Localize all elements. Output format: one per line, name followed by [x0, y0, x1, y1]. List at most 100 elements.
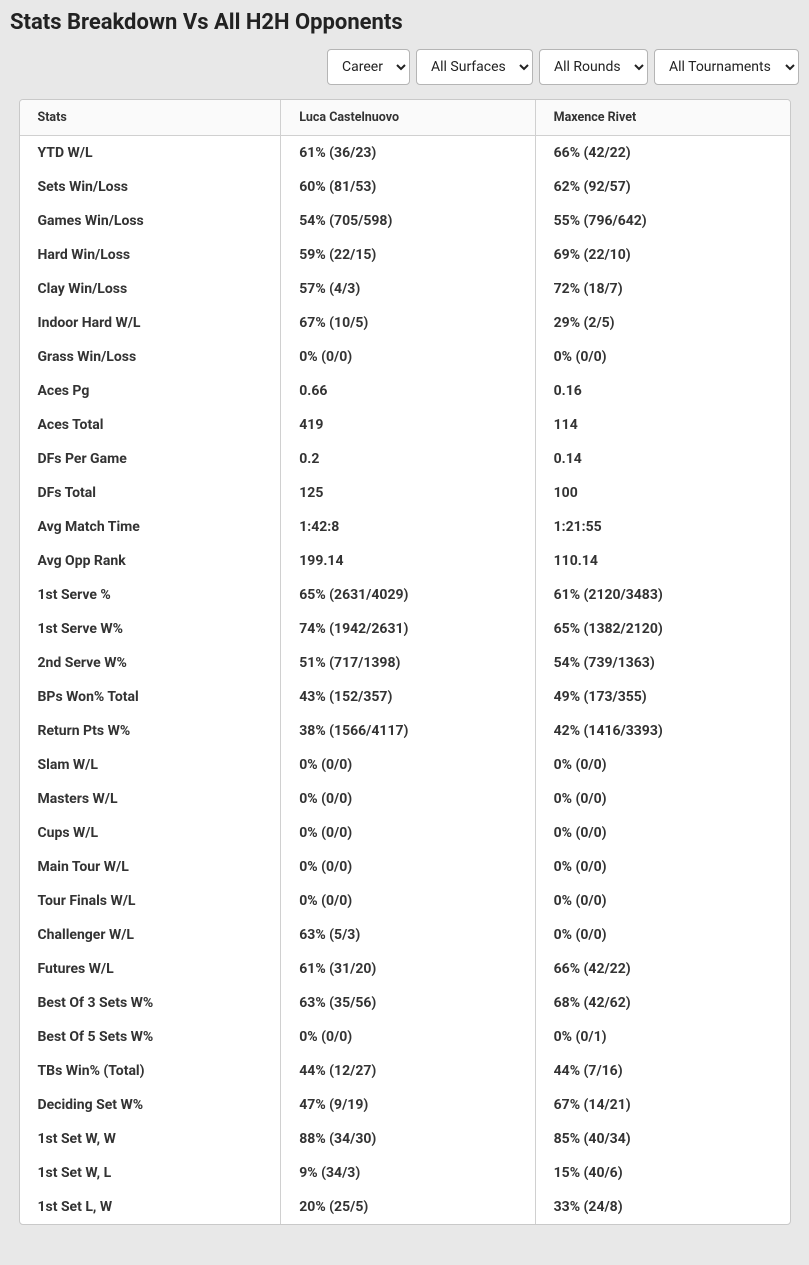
- player1-value-cell: 63% (35/56): [281, 986, 535, 1020]
- table-row: Avg Match Time1:42:81:21:55: [20, 510, 790, 544]
- player1-value-cell: 47% (9/19): [281, 1088, 535, 1122]
- stat-label-cell: Deciding Set W%: [20, 1088, 281, 1122]
- table-row: Aces Pg0.660.16: [20, 374, 790, 408]
- page-title: Stats Breakdown Vs All H2H Opponents: [10, 10, 799, 35]
- round-select[interactable]: All Rounds: [539, 49, 648, 85]
- stat-label-cell: Aces Pg: [20, 374, 281, 408]
- table-row: Best Of 5 Sets W%0% (0/0)0% (0/1): [20, 1020, 790, 1054]
- player1-value-cell: 88% (34/30): [281, 1122, 535, 1156]
- stat-label-cell: Aces Total: [20, 408, 281, 442]
- player1-value-cell: 0% (0/0): [281, 850, 535, 884]
- player1-value-cell: 61% (36/23): [281, 136, 535, 171]
- table-row: Sets Win/Loss60% (81/53)62% (92/57): [20, 170, 790, 204]
- table-row: Slam W/L0% (0/0)0% (0/0): [20, 748, 790, 782]
- table-row: Futures W/L61% (31/20)66% (42/22): [20, 952, 790, 986]
- player1-value-cell: 38% (1566/4117): [281, 714, 535, 748]
- player1-value-cell: 199.14: [281, 544, 535, 578]
- stat-label-cell: Main Tour W/L: [20, 850, 281, 884]
- stat-label-cell: Best Of 3 Sets W%: [20, 986, 281, 1020]
- table-row: Hard Win/Loss59% (22/15)69% (22/10): [20, 238, 790, 272]
- player2-value-cell: 0% (0/0): [535, 782, 789, 816]
- stats-table-card: Stats Luca Castelnuovo Maxence Rivet YTD…: [19, 99, 791, 1225]
- player2-value-cell: 0% (0/0): [535, 340, 789, 374]
- table-row: DFs Per Game0.20.14: [20, 442, 790, 476]
- player2-value-cell: 0% (0/1): [535, 1020, 789, 1054]
- stat-label-cell: 1st Serve %: [20, 578, 281, 612]
- player1-value-cell: 61% (31/20): [281, 952, 535, 986]
- tournament-select[interactable]: All Tournaments: [654, 49, 799, 85]
- table-row: Grass Win/Loss0% (0/0)0% (0/0): [20, 340, 790, 374]
- player1-value-cell: 0% (0/0): [281, 816, 535, 850]
- player1-value-cell: 54% (705/598): [281, 204, 535, 238]
- player1-value-cell: 419: [281, 408, 535, 442]
- player2-value-cell: 66% (42/22): [535, 952, 789, 986]
- player2-value-cell: 49% (173/355): [535, 680, 789, 714]
- table-row: Return Pts W%38% (1566/4117)42% (1416/33…: [20, 714, 790, 748]
- player1-value-cell: 44% (12/27): [281, 1054, 535, 1088]
- player2-value-cell: 100: [535, 476, 789, 510]
- player1-value-cell: 74% (1942/2631): [281, 612, 535, 646]
- stat-label-cell: BPs Won% Total: [20, 680, 281, 714]
- player2-value-cell: 110.14: [535, 544, 789, 578]
- player1-value-cell: 0% (0/0): [281, 748, 535, 782]
- player1-value-cell: 20% (25/5): [281, 1190, 535, 1224]
- stat-label-cell: 2nd Serve W%: [20, 646, 281, 680]
- player1-value-cell: 125: [281, 476, 535, 510]
- stat-label-cell: DFs Per Game: [20, 442, 281, 476]
- stat-label-cell: Futures W/L: [20, 952, 281, 986]
- table-row: Best Of 3 Sets W%63% (35/56)68% (42/62): [20, 986, 790, 1020]
- table-row: 1st Serve W%74% (1942/2631)65% (1382/212…: [20, 612, 790, 646]
- player1-value-cell: 0% (0/0): [281, 884, 535, 918]
- filter-bar: Career All Surfaces All Rounds All Tourn…: [10, 49, 799, 85]
- player2-value-cell: 29% (2/5): [535, 306, 789, 340]
- stat-label-cell: Sets Win/Loss: [20, 170, 281, 204]
- player1-value-cell: 59% (22/15): [281, 238, 535, 272]
- surface-select[interactable]: All Surfaces: [416, 49, 533, 85]
- stat-label-cell: 1st Set W, W: [20, 1122, 281, 1156]
- stat-label-cell: YTD W/L: [20, 136, 281, 171]
- stat-label-cell: Games Win/Loss: [20, 204, 281, 238]
- stat-label-cell: Clay Win/Loss: [20, 272, 281, 306]
- stat-label-cell: DFs Total: [20, 476, 281, 510]
- stat-label-cell: 1st Set L, W: [20, 1190, 281, 1224]
- table-row: Clay Win/Loss57% (4/3)72% (18/7): [20, 272, 790, 306]
- col-header-player1: Luca Castelnuovo: [281, 100, 535, 136]
- stats-table: Stats Luca Castelnuovo Maxence Rivet YTD…: [20, 100, 790, 1224]
- stat-label-cell: Cups W/L: [20, 816, 281, 850]
- player2-value-cell: 55% (796/642): [535, 204, 789, 238]
- player2-value-cell: 1:21:55: [535, 510, 789, 544]
- table-row: YTD W/L61% (36/23)66% (42/22): [20, 136, 790, 171]
- table-row: Deciding Set W%47% (9/19)67% (14/21): [20, 1088, 790, 1122]
- period-select[interactable]: Career: [327, 49, 410, 85]
- player1-value-cell: 0.66: [281, 374, 535, 408]
- player2-value-cell: 62% (92/57): [535, 170, 789, 204]
- stat-label-cell: Challenger W/L: [20, 918, 281, 952]
- player2-value-cell: 85% (40/34): [535, 1122, 789, 1156]
- player1-value-cell: 0.2: [281, 442, 535, 476]
- table-row: BPs Won% Total43% (152/357)49% (173/355): [20, 680, 790, 714]
- table-row: TBs Win% (Total)44% (12/27)44% (7/16): [20, 1054, 790, 1088]
- table-row: Masters W/L0% (0/0)0% (0/0): [20, 782, 790, 816]
- stat-label-cell: Tour Finals W/L: [20, 884, 281, 918]
- table-row: 2nd Serve W%51% (717/1398)54% (739/1363): [20, 646, 790, 680]
- player2-value-cell: 65% (1382/2120): [535, 612, 789, 646]
- player1-value-cell: 51% (717/1398): [281, 646, 535, 680]
- player2-value-cell: 44% (7/16): [535, 1054, 789, 1088]
- stat-label-cell: Grass Win/Loss: [20, 340, 281, 374]
- player2-value-cell: 69% (22/10): [535, 238, 789, 272]
- stat-label-cell: Slam W/L: [20, 748, 281, 782]
- player2-value-cell: 33% (24/8): [535, 1190, 789, 1224]
- player2-value-cell: 0.16: [535, 374, 789, 408]
- col-header-stats: Stats: [20, 100, 281, 136]
- table-row: Games Win/Loss54% (705/598)55% (796/642): [20, 204, 790, 238]
- player2-value-cell: 67% (14/21): [535, 1088, 789, 1122]
- stat-label-cell: Hard Win/Loss: [20, 238, 281, 272]
- player2-value-cell: 42% (1416/3393): [535, 714, 789, 748]
- stat-label-cell: Best Of 5 Sets W%: [20, 1020, 281, 1054]
- player2-value-cell: 68% (42/62): [535, 986, 789, 1020]
- stat-label-cell: TBs Win% (Total): [20, 1054, 281, 1088]
- stat-label-cell: Indoor Hard W/L: [20, 306, 281, 340]
- table-row: 1st Set W, W88% (34/30)85% (40/34): [20, 1122, 790, 1156]
- player1-value-cell: 0% (0/0): [281, 1020, 535, 1054]
- table-row: Main Tour W/L0% (0/0)0% (0/0): [20, 850, 790, 884]
